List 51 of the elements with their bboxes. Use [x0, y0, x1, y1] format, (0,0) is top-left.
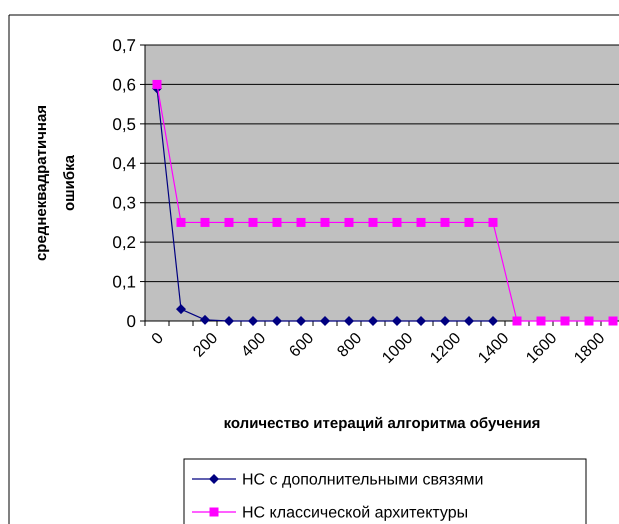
point [344, 218, 354, 227]
point [416, 316, 426, 326]
y-tick-label: 0,7 [112, 36, 136, 55]
y-tick-label: 0,5 [112, 114, 136, 134]
point [392, 218, 402, 227]
point [368, 316, 378, 326]
point [200, 218, 210, 227]
x-tick-label: 600 [286, 330, 318, 361]
point [488, 316, 498, 326]
point [248, 316, 258, 326]
point [320, 316, 330, 326]
point [176, 218, 186, 227]
x-axis-title: количество итераций алгоритма обучения [224, 415, 540, 432]
y-tick-label: 0,4 [112, 154, 136, 174]
point [224, 316, 234, 326]
point [392, 316, 402, 326]
point [512, 316, 522, 326]
point [344, 316, 354, 326]
point [152, 80, 162, 89]
point [440, 316, 450, 326]
point [560, 316, 570, 326]
point [416, 218, 426, 227]
point [248, 218, 258, 227]
point [224, 218, 234, 227]
point [488, 218, 498, 227]
legend-label: НС с дополнительными связями [242, 472, 484, 489]
point [584, 316, 594, 326]
y-axis-title: среднеквадратичная ошибка [33, 104, 78, 262]
point [440, 218, 450, 227]
y-tick-label: 0,6 [112, 75, 136, 94]
x-tick-label: 200 [190, 330, 222, 361]
point [536, 316, 546, 326]
point [464, 218, 474, 227]
x-tick-label: 800 [334, 330, 366, 361]
y-tick-label: 0 [126, 312, 136, 331]
x-tick-label: 0 [148, 330, 168, 348]
point [296, 316, 306, 326]
point [296, 218, 306, 227]
point [368, 218, 378, 227]
point [464, 316, 474, 326]
point [320, 218, 330, 227]
point [608, 316, 618, 326]
point [200, 314, 210, 325]
point [176, 304, 186, 314]
legend-label: НС классической архитектуры [242, 504, 468, 522]
y-tick-label: 0,3 [112, 194, 136, 213]
point [272, 316, 282, 326]
point [272, 218, 282, 227]
x-tick-label: 400 [238, 330, 270, 361]
y-tick-label: 0,2 [112, 233, 136, 252]
y-tick-label: 0,1 [112, 272, 136, 292]
